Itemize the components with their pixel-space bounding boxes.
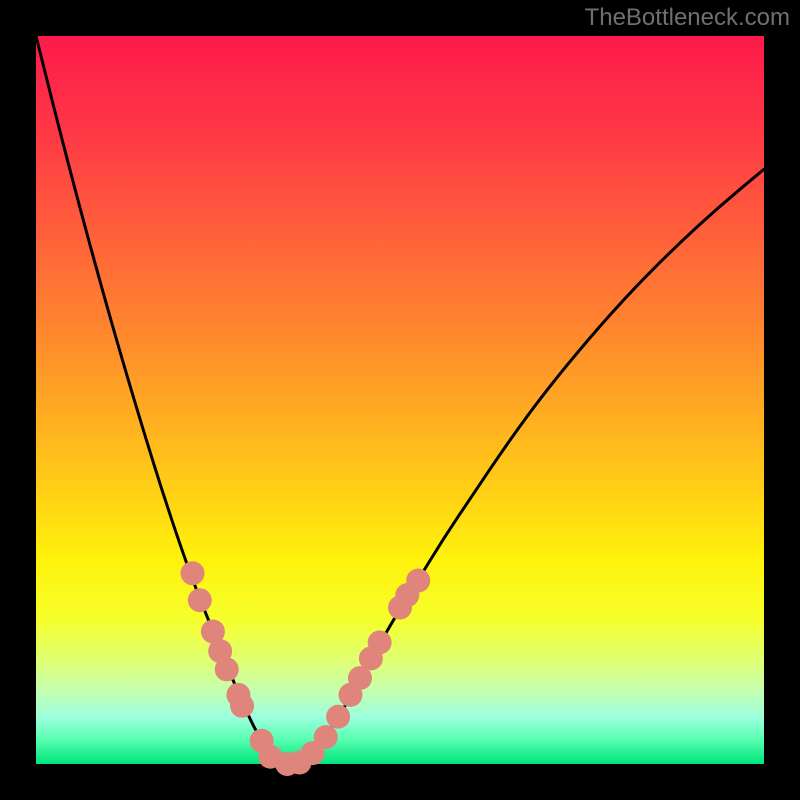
plot-background [36,36,764,764]
data-dot [215,657,239,681]
root-container: TheBottleneck.com [0,0,800,800]
data-dot [181,561,205,585]
data-dot [406,569,430,593]
data-dot [230,694,254,718]
data-dot [314,725,338,749]
data-dot [368,630,392,654]
data-dot [188,588,212,612]
bottleneck-chart [0,0,800,800]
watermark-text: TheBottleneck.com [585,4,790,32]
data-dot [326,705,350,729]
